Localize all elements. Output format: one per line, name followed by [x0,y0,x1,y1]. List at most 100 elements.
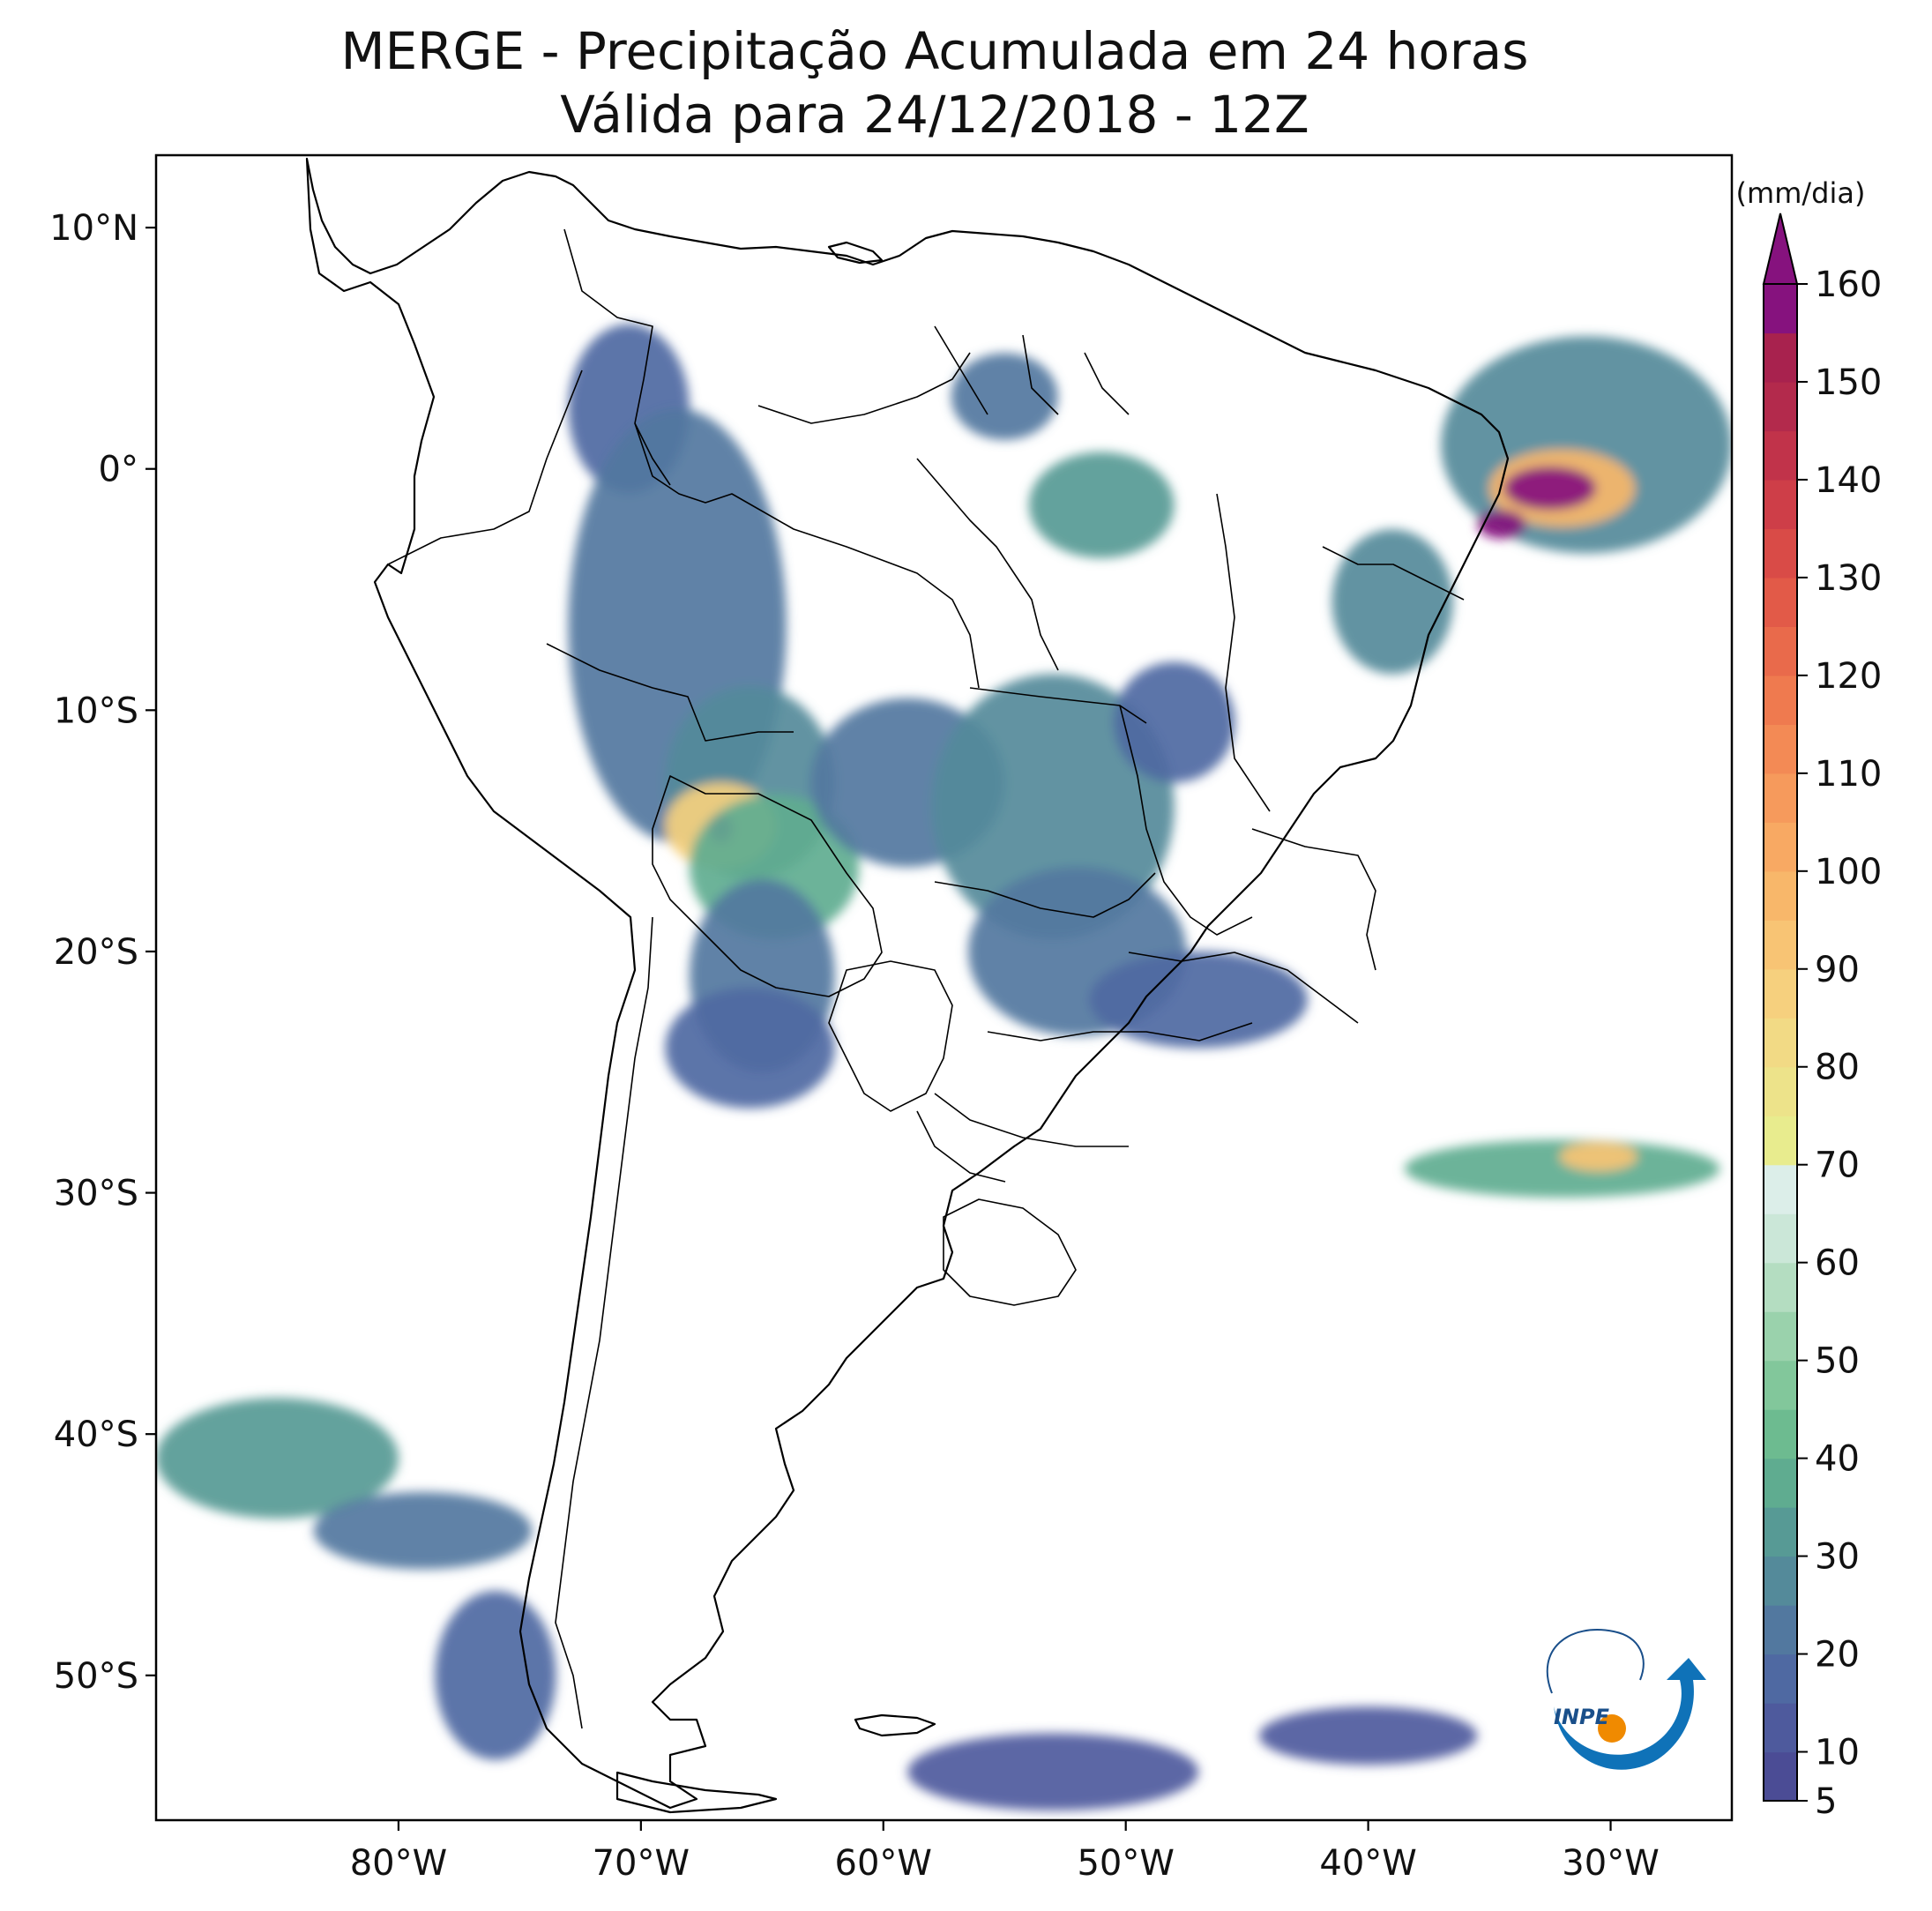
lon-tick-label: 80°W [350,1843,447,1884]
colorbar-band [1764,528,1797,579]
lat-tick-label: 0° [99,450,138,490]
title-line-2: Válida para 24/12/2018 - 12Z [560,85,1309,145]
lon-tick-label: 30°W [1562,1843,1659,1884]
colorbar-tick-label: 10 [1815,1733,1860,1773]
colorbar-tick-label: 110 [1815,754,1882,795]
colorbar-tick-label: 20 [1815,1635,1860,1676]
colorbar-band [1764,870,1797,921]
colorbar-band [1764,381,1797,432]
inpe-logo-text: INPE [1554,1705,1610,1729]
precip-cell [907,1733,1199,1811]
precip-cell [1028,452,1175,558]
lat-tick-label: 10°S [54,690,138,731]
peru-brazil-border [546,643,794,742]
brazil-northwest-border [634,422,980,689]
colorbar-tick-label: 30 [1815,1537,1860,1578]
precip-cell [1258,1706,1478,1765]
colorbar-band [1764,1164,1797,1214]
colorbar-tick-label: 70 [1815,1146,1860,1186]
paraguay-border [828,960,953,1112]
precip-cell [1404,1139,1720,1198]
caribbean-islands-coastline [827,241,884,265]
precip-cell [1113,661,1235,783]
inpe-logo-swoosh-icon [1554,1658,1706,1770]
brazil-state-line-northeast-small [1322,546,1465,601]
lat-tick-label: 10°N [49,208,138,249]
colorbar-band [1764,1751,1797,1802]
colorbar-band [1764,1116,1797,1166]
venezuela-brazil-border [757,352,971,424]
inpe-logo-orbit-icon [1546,1629,1645,1694]
coastlines [305,157,1510,1814]
colorbar-band [1764,1311,1797,1362]
colorbar-tick-label: 40 [1815,1439,1860,1480]
map-panel: 10°N 0° 10°S 20°S 30°S 40°S 50°S 80°W 70°W 60°W 5… [49,153,1734,1884]
tierra-del-fuego-coastline [615,1771,778,1814]
colorbar-tick-label: 80 [1815,1048,1860,1088]
colorbar-band [1764,1653,1797,1704]
colorbar-band [1764,1213,1797,1264]
precip-cell [1332,529,1453,675]
brazil-state-line-central [1119,705,1253,936]
inpe-logo: INPE [1546,1629,1706,1770]
map-frame [154,153,1734,1822]
colorbar-extend-arrow [1762,213,1799,285]
colorbar-band [1764,284,1797,334]
lon-tick-label: 60°W [835,1843,932,1884]
precip-cell [951,353,1058,440]
colorbar-band [1764,332,1797,383]
colorbar-frame [1763,283,1798,1802]
inpe-logo-sun-icon [1598,1714,1626,1743]
colorbar-band [1764,920,1797,970]
precip-cell [313,1491,533,1570]
brazil-state-line-mt-ms [934,872,1156,918]
title-line-1: MERGE - Precipitação Acumulada em 24 hor… [341,21,1529,81]
latitude-ticks: 10°N 0° 10°S 20°S 30°S 40°S 50°S [49,208,156,1697]
colorbar-tick-label: 50 [1815,1341,1860,1382]
brazil-southern-border [934,1093,1129,1147]
colorbar-band [1764,1458,1797,1508]
lon-tick-label: 50°W [1077,1843,1174,1884]
colorbar: (mm/dia) 5 10 20 30 40 50 60 70 80 90 100 110 120 130… [1736,176,1883,1822]
precip-cell [435,1591,556,1760]
colorbar-tick-label: 130 [1815,558,1882,599]
lat-tick-label: 30°S [54,1174,138,1214]
uruguay-border [943,1198,1077,1306]
lon-tick-label: 70°W [593,1843,690,1884]
brazil-state-line-west [969,687,1147,724]
colorbar-band [1764,1066,1797,1116]
colorbar-band [1764,822,1797,872]
argentina-province-line [916,1110,1006,1183]
precip-cell [156,1398,399,1519]
precip-cell [1559,1142,1637,1171]
falkland-islands-coastline [854,1713,936,1737]
colorbar-tick-label: 100 [1815,852,1882,892]
colorbar-tick-label: 160 [1815,265,1882,305]
colorbar-tick-label: 60 [1815,1243,1860,1284]
colorbar-band [1764,430,1797,481]
bolivia-border [652,775,883,997]
colorbar-band [1764,1409,1797,1459]
lat-tick-label: 20°S [54,932,138,973]
colorbar-unit-label: (mm/dia) [1736,176,1866,210]
colorbar-band [1764,675,1797,725]
colorbar-tick-label: 150 [1815,362,1882,403]
colombia-venezuela-border [563,228,671,486]
colorbar-band [1764,626,1797,676]
brazil-state-line-north-east [1216,493,1271,812]
colorbar-tick-label: 90 [1815,950,1860,990]
south-america-coastline [305,157,1510,1810]
colorbar-band [1764,1556,1797,1606]
lat-tick-label: 50°S [54,1656,138,1697]
precip-cell [1503,466,1597,511]
lat-tick-label: 40°S [54,1415,138,1455]
chile-argentina-border [555,916,653,1729]
colorbar-band [1764,577,1797,627]
colorbar-band [1764,479,1797,530]
colorbar-ticks: 5 10 20 30 40 50 60 70 80 90 100 110 120 130 140 150 160 [1797,265,1882,1822]
colorbar-band [1764,724,1797,774]
precip-cell [1089,951,1308,1049]
longitude-ticks: 80°W 70°W 60°W 50°W 40°W 30°W [350,1820,1660,1884]
colorbar-bands [1762,213,1799,1802]
